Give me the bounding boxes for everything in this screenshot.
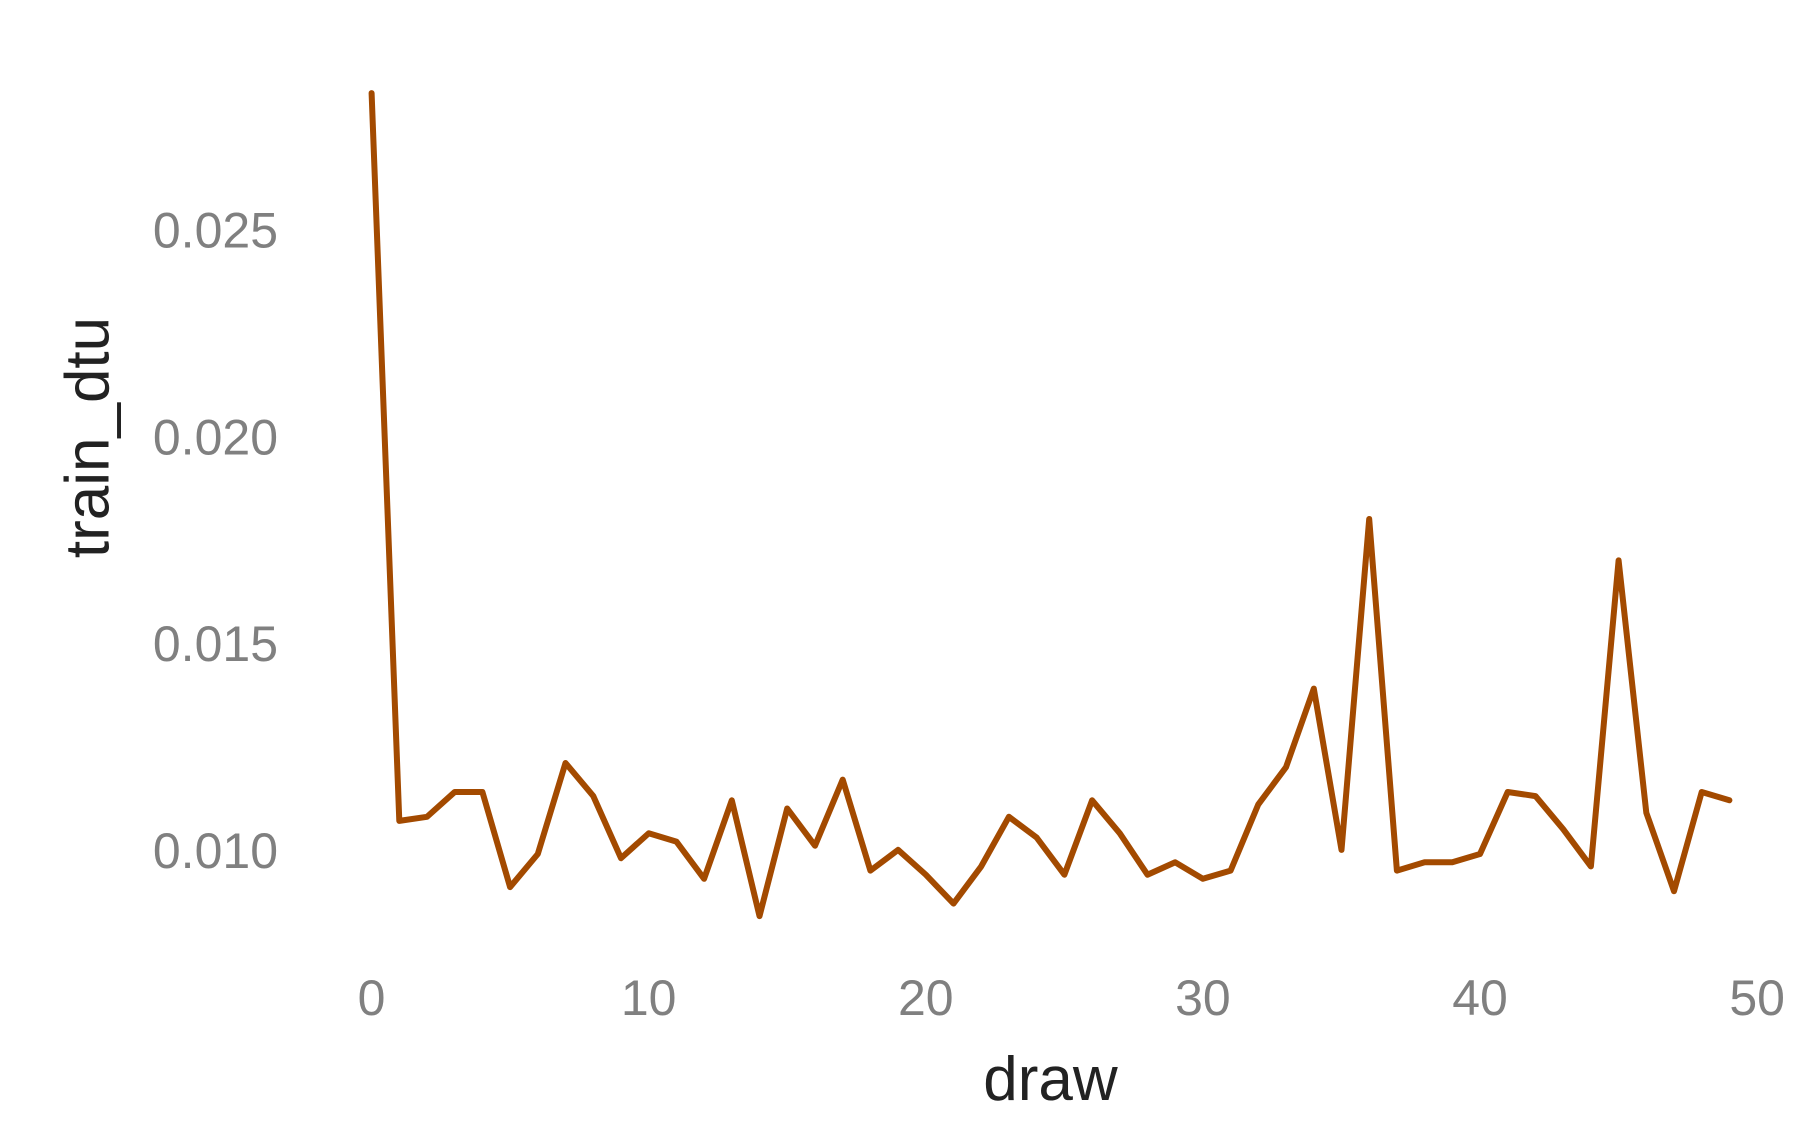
y-tick-label: 0.010 [153,823,278,879]
series-layer [368,90,1733,920]
x-axis-ticks: 0 10 20 30 40 50 [358,970,1785,1026]
y-tick-label: 0.015 [153,616,278,672]
y-tick-label: 0.025 [153,203,278,259]
x-axis-title: draw [983,1045,1118,1114]
y-tick-label: 0.020 [153,409,278,465]
x-tick-label: 10 [621,970,677,1026]
y-axis-title: train_dtu [53,317,122,558]
x-tick-label: 0 [358,970,386,1026]
y-axis-ticks: 0.010 0.015 0.020 0.025 [153,203,278,879]
x-tick-label: 50 [1729,970,1785,1026]
x-tick-label: 40 [1452,970,1508,1026]
x-tick-label: 20 [898,970,954,1026]
x-tick-label: 30 [1175,970,1231,1026]
series-line [368,90,1733,920]
